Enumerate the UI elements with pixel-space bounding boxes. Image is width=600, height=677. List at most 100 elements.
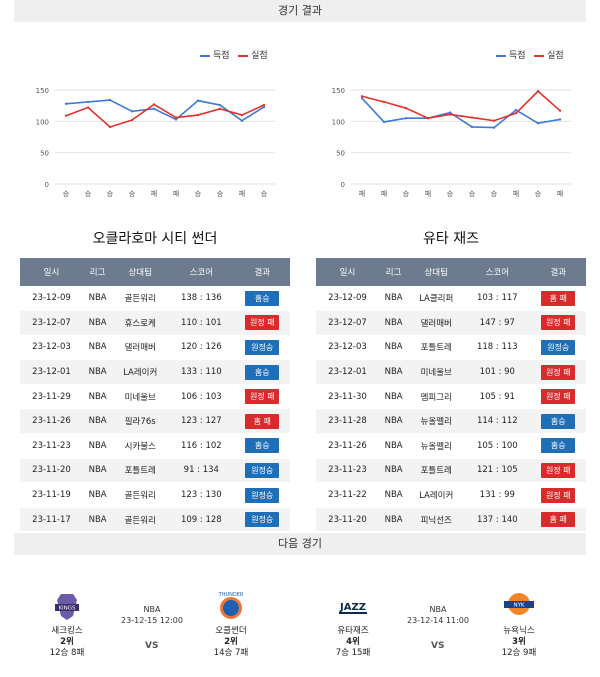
date-cell: 23-12-01 [20, 359, 83, 385]
score-cell: 91 : 134 [168, 458, 235, 484]
league-cell: NBA [378, 482, 409, 508]
score-cell: 110 : 101 [168, 310, 235, 336]
result-cell: 원정승 [530, 335, 586, 361]
data-point [86, 100, 90, 104]
data-point [360, 95, 364, 98]
data-point [218, 107, 222, 111]
results-table-uta: 일시 리그 상대팀 스코어 결과 23-12-09 NBA LA클리퍼 103 : 117 홈 패… [316, 258, 586, 533]
data-point [404, 117, 408, 120]
opponent-cell: 뉴올펠리 [408, 433, 465, 459]
opponent-cell: 골든워리 [112, 507, 169, 533]
chart-okc: 득점 실점 0 50 100 150 승 승 승 승 패 패 승 승 패 승 [20, 42, 290, 212]
svg-text:THUNDER: THUNDER [218, 592, 244, 598]
result-badge: 원정승 [541, 339, 576, 355]
next-team-kings[interactable]: KINGS 새크킹스 2위 12승 8패 [32, 590, 102, 659]
data-point [196, 99, 200, 102]
result-badge: 원정 패 [245, 389, 280, 405]
chart-uta: 득점 실점 0 50 100 150 패 패 승 패 승 승 승 패 승 패 [316, 42, 586, 212]
team-rank: 4위 [346, 637, 360, 647]
table-row: 23-11-20 NBA 포틀트레 91 : 134 원정승 [20, 458, 290, 484]
x-tick-label: 승 [195, 190, 202, 198]
data-point [536, 122, 540, 125]
series-line-scored [361, 97, 561, 129]
score-cell: 131 : 99 [464, 482, 531, 508]
date-cell: 23-11-17 [20, 507, 83, 533]
table-row: 23-11-26 NBA 뉴올펠리 105 : 100 홈승 [316, 433, 586, 459]
result-cell: 원정승 [234, 482, 290, 508]
league-cell: NBA [378, 507, 409, 533]
data-point [174, 118, 178, 121]
league-cell: NBA [82, 433, 113, 459]
score-cell: 101 : 90 [464, 359, 531, 385]
table-row: 23-11-22 NBA LA레이커 131 : 99 원정 패 [316, 482, 586, 508]
league-cell: NBA [82, 310, 113, 336]
result-cell: 홈 패 [530, 286, 586, 312]
result-cell: 홈 패 [530, 507, 586, 533]
opponent-cell: 골든워리 [112, 482, 169, 508]
result-cell: 원정 패 [234, 310, 290, 336]
data-point [152, 103, 156, 106]
table-row: 23-12-01 NBA 미네울브 101 : 90 원정 패 [316, 359, 586, 385]
team-rank: 2위 [60, 637, 74, 647]
score-cell: 123 : 130 [168, 482, 235, 508]
svg-text:NYK: NYK [513, 603, 524, 609]
result-badge: 홈 패 [245, 413, 280, 429]
line-chart-svg: 0 50 100 150 패 패 승 패 승 승 승 패 승 패 [332, 87, 571, 198]
result-cell: 홈승 [234, 359, 290, 385]
table-row: 23-12-07 NBA 휴스로케 110 : 101 원정 패 [20, 310, 290, 336]
result-badge: 원정승 [245, 512, 280, 528]
data-point [448, 113, 452, 116]
data-point [262, 105, 266, 109]
table-row: 23-11-30 NBA 멤피그리 105 : 91 원정 패 [316, 384, 586, 410]
result-badge: 홈승 [245, 438, 280, 454]
score-cell: 147 : 97 [464, 310, 531, 336]
table-row: 23-12-09 NBA 골든워리 138 : 136 홈승 [20, 286, 290, 312]
score-cell: 106 : 103 [168, 384, 235, 410]
data-point [404, 106, 408, 110]
table-row: 23-12-09 NBA LA클리퍼 103 : 117 홈 패 [316, 286, 586, 312]
table-row: 23-11-23 NBA 포틀트레 121 : 105 원정 패 [316, 458, 586, 484]
result-badge: 원정승 [245, 487, 280, 503]
opponent-cell: 피닉선즈 [408, 507, 465, 533]
data-point [152, 107, 156, 111]
league-cell: NBA [82, 408, 113, 435]
result-badge: 원정 패 [541, 487, 576, 503]
data-point [360, 96, 364, 100]
data-point [130, 118, 134, 122]
line-chart-svg: 0 50 100 150 승 승 승 승 패 패 승 승 패 승 [36, 87, 275, 198]
data-point [448, 111, 452, 114]
knicks-logo-icon: NYK [499, 590, 539, 622]
date-cell: 23-12-03 [20, 335, 83, 361]
data-point [240, 113, 244, 117]
column-header: 상대팀 [112, 258, 169, 286]
x-tick-label: 승 [535, 190, 542, 198]
svg-text:KINGS: KINGS [58, 606, 76, 612]
date-cell: 23-11-26 [316, 433, 379, 459]
x-tick-label: 패 [359, 189, 365, 198]
opponent-cell: 미네울브 [408, 359, 465, 385]
column-header: 스코어 [464, 258, 531, 286]
chart-legend: 득점 실점 [200, 48, 268, 61]
score-cell: 105 : 100 [464, 433, 531, 459]
y-tick-label: 150 [332, 87, 345, 95]
score-cell: 103 : 117 [464, 286, 531, 312]
league-cell: NBA [82, 482, 113, 508]
score-cell: 109 : 128 [168, 507, 235, 533]
result-badge: 홈승 [541, 438, 576, 454]
data-point [240, 119, 244, 122]
team-title-okc: 오클라호마 시티 썬더 [92, 231, 218, 247]
next-team-thunder[interactable]: THUNDER 오클썬더 2위 14승 7패 [196, 590, 266, 659]
result-cell: 홈승 [530, 408, 586, 435]
date-cell: 23-12-07 [316, 310, 379, 336]
table-row: 23-11-19 NBA 골든워리 123 : 130 원정승 [20, 482, 290, 508]
league-cell: NBA [82, 359, 113, 385]
opponent-cell: 포틀트레 [112, 458, 169, 484]
result-badge: 홈 패 [541, 290, 576, 306]
data-point [174, 116, 178, 119]
date-cell: 23-11-23 [20, 433, 83, 459]
score-cell: 123 : 127 [168, 408, 235, 435]
next-team-knicks[interactable]: NYK 뉴욕닉스 3위 12승 9패 [484, 590, 554, 659]
next-team-jazz[interactable]: JAZZ 유타재즈 4위 7승 15패 [318, 590, 388, 659]
score-cell: 121 : 105 [464, 458, 531, 484]
date-cell: 23-12-09 [316, 286, 379, 312]
